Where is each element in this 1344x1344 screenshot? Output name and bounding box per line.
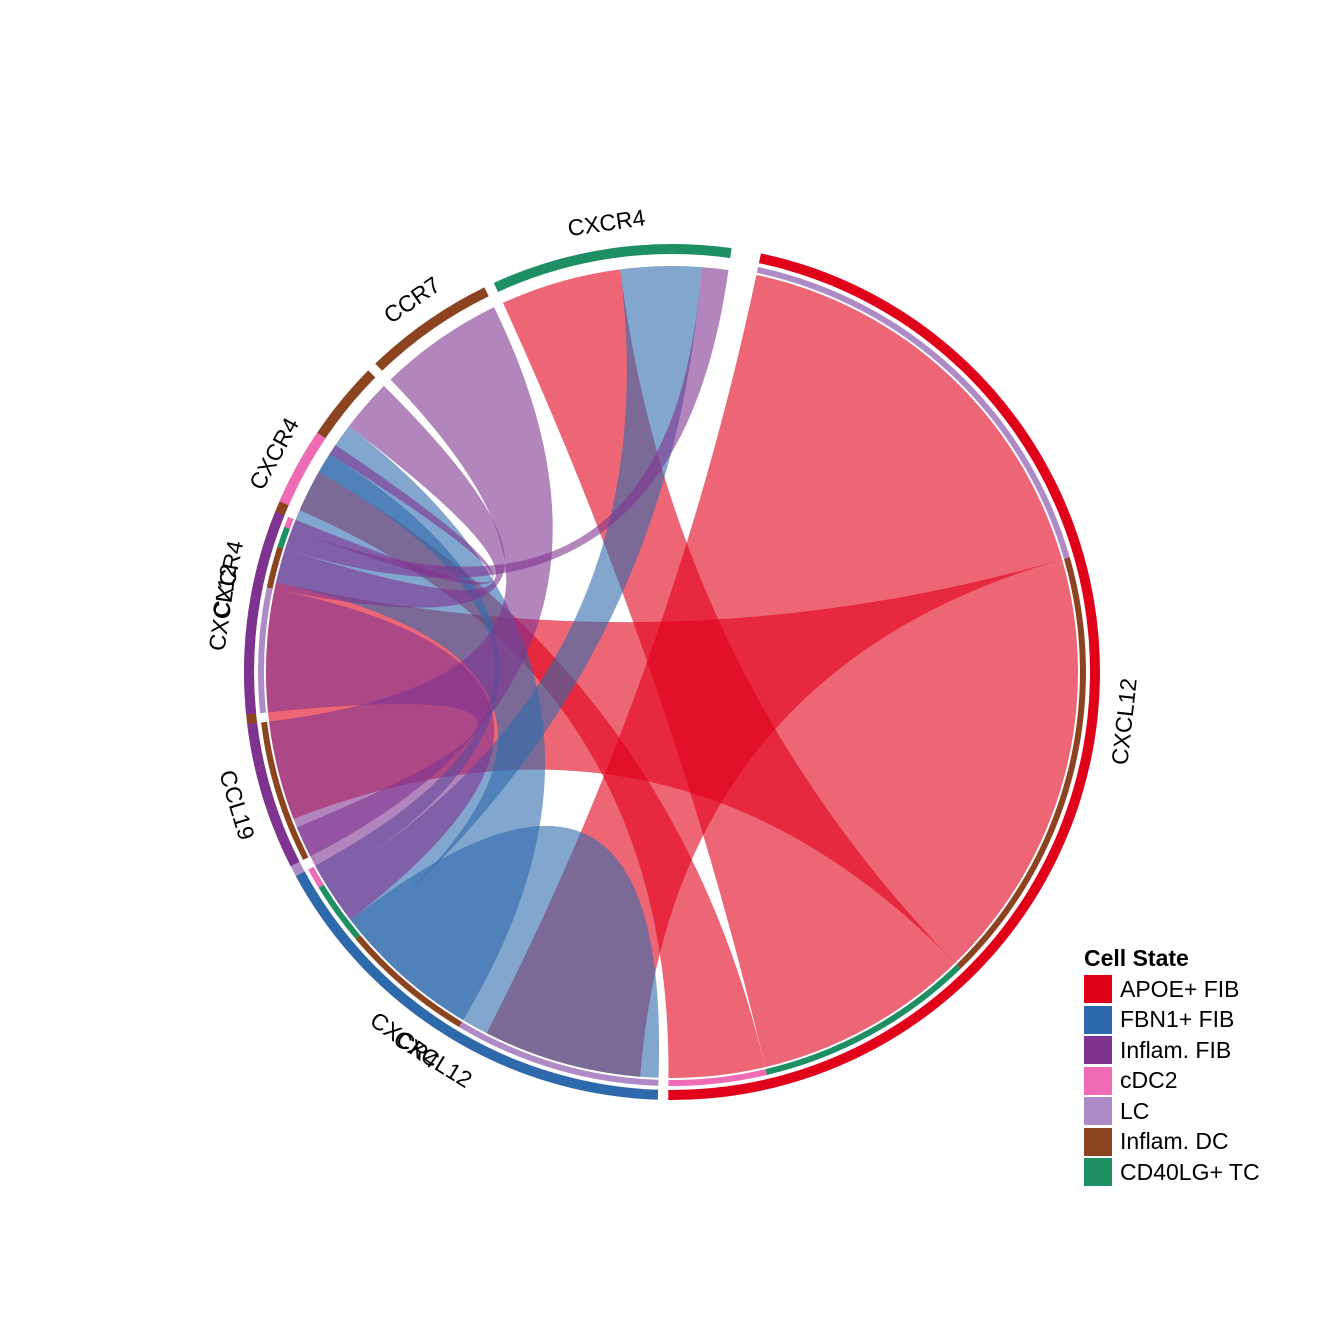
legend-item: FBN1+ FIB: [1084, 1005, 1260, 1036]
sector-arc-cdc2_cxcr4: [279, 432, 326, 506]
legend-item: Inflam. FIB: [1084, 1035, 1260, 1066]
target-band-fbn1_cxcl12-cdc2_cxcr4: [308, 866, 324, 888]
target-band-apoe_cxcl12-cdc2_cxcr4: [668, 1069, 767, 1086]
legend: Cell State APOE+ FIB FBN1+ FIB Inflam. FIB…: [1084, 942, 1260, 1188]
legend-label: APOE+ FIB: [1120, 975, 1240, 1002]
legend-swatch: [1084, 1036, 1112, 1065]
sector-arc-inflam_cxcl12: [244, 511, 285, 715]
chord-link-inflam_ccl19-to-dc_ccr7: [269, 307, 553, 857]
sector-arc-tc_cxcr4: [493, 244, 732, 292]
legend-swatch: [1084, 1066, 1112, 1095]
target-band-inflam_cxcl12-tc_cxcr4: [277, 526, 290, 549]
legend-title: Cell State: [1084, 945, 1189, 971]
chord-link-apoe_cxcl12-to-cdc2_cxcr4: [299, 472, 766, 1078]
target-band-fbn1_cxcl12-tc_cxcr4: [318, 884, 361, 939]
legend-swatch: [1084, 1127, 1112, 1156]
sector-arc-dc_ccr7: [375, 287, 489, 371]
target-band-fbn1_cxcl12-lc_cxcr4: [458, 1021, 659, 1086]
target-band-inflam_cxcl12-dc_cxcr4: [266, 546, 284, 589]
target-bands-layer: [258, 267, 1087, 1086]
sector-label-apoe_cxcl12: CXCL12: [1106, 677, 1141, 766]
sector-label-inflam_cxcl12: CXCL12: [204, 563, 242, 653]
sector-label-inflam_ccl19: CCL19: [214, 767, 260, 843]
sector-arc-inflam_ccl19: [247, 722, 300, 867]
legend-label: CD40LG+ TC: [1120, 1158, 1260, 1185]
legend-item: APOE+ FIB: [1084, 974, 1260, 1005]
legend-swatch: [1084, 1097, 1112, 1126]
legend-item: CD40LG+ TC: [1084, 1157, 1260, 1188]
legend-label: FBN1+ FIB: [1120, 1006, 1235, 1033]
target-band-inflam_cxcl12-lc_cxcr4: [258, 587, 273, 714]
chord-link-inflam_cxcl12-to-dc_cxcr4: [274, 385, 505, 608]
legend-swatch: [1084, 975, 1112, 1004]
target-band-fbn1_cxcl12-dc_cxcr4: [355, 934, 463, 1027]
legend-label: cDC2: [1120, 1067, 1178, 1094]
legend-label: Inflam. DC: [1120, 1128, 1229, 1155]
links-layer: [266, 265, 1078, 1078]
legend-label: LC: [1120, 1097, 1150, 1124]
legend-item: cDC2: [1084, 1066, 1260, 1097]
outer-ring-layer: [244, 244, 1100, 1100]
chord-link-inflam_cxcl12-to-tc_cxcr4: [285, 267, 729, 578]
chord-link-apoe_cxcl12-to-tc_cxcr4: [502, 269, 956, 1068]
target-band-apoe_cxcl12-dc_cxcr4: [956, 557, 1087, 969]
legend-item: Inflam. DC: [1084, 1127, 1260, 1158]
legend-swatch: [1084, 1158, 1112, 1187]
legend-item: LC: [1084, 1096, 1260, 1127]
target-band-inflam_ccl19-dc_ccr7: [261, 721, 309, 860]
target-band-inflam_cxcl12-cdc2_cxcr4: [284, 516, 294, 529]
legend-label: Inflam. FIB: [1120, 1036, 1232, 1063]
sector-label-tc_cxcr4: CXCR4: [566, 204, 647, 241]
legend-items: APOE+ FIB FBN1+ FIB Inflam. FIB cDC2 LC Infla…: [1084, 974, 1260, 1188]
legend-swatch: [1084, 1005, 1112, 1034]
